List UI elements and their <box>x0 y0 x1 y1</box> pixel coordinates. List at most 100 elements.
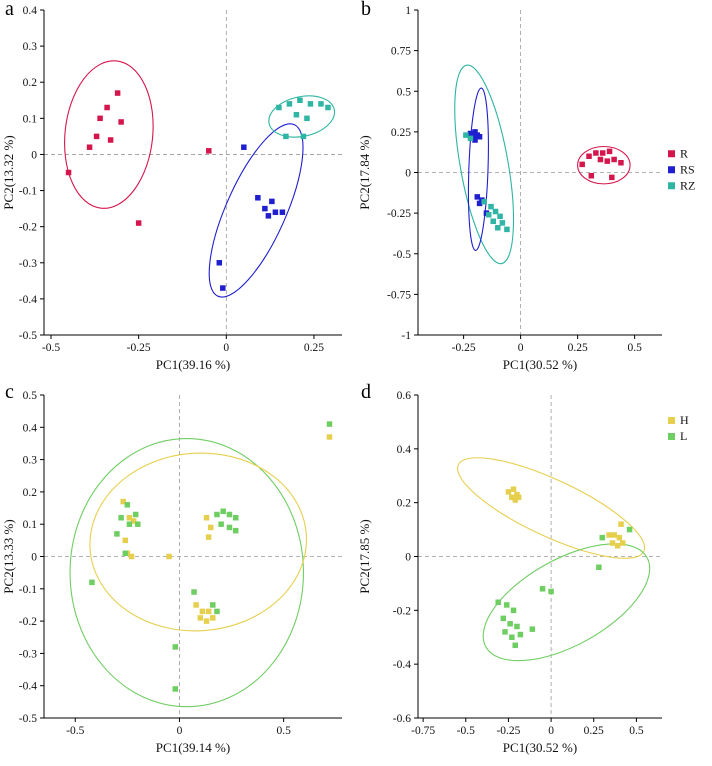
data-point-H <box>203 514 210 521</box>
data-point-H <box>515 494 522 501</box>
data-point-R <box>135 220 142 226</box>
data-point-R <box>107 137 114 143</box>
y-tick-label: 0.3 <box>23 455 38 467</box>
data-point-L <box>226 511 233 518</box>
data-point-L <box>232 514 239 521</box>
data-point-RZ <box>488 203 494 210</box>
x-tick-label: 0.25 <box>304 342 324 354</box>
data-point-R <box>593 150 599 156</box>
x-tick-label: 0.5 <box>629 725 644 737</box>
data-point-L <box>226 524 233 531</box>
data-point-H <box>203 618 210 624</box>
legend-swatch-H <box>668 417 675 424</box>
data-point-RZ <box>490 218 497 224</box>
y-tick-label: -0.4 <box>19 681 37 693</box>
data-point-RS <box>272 209 279 215</box>
x-axis-title: PC1(39.14 %) <box>156 740 230 755</box>
legend-swatch-R <box>668 150 675 158</box>
cluster-ellipse-RZ <box>454 64 515 265</box>
y-tick-label: -0.2 <box>393 605 411 617</box>
data-point-H <box>193 602 199 608</box>
x-axis-title: PC1(30.52 %) <box>503 740 577 755</box>
cluster-ellipse-H <box>456 457 646 559</box>
y-tick-label: 0.3 <box>23 41 38 53</box>
y-tick-label: -0.6 <box>393 713 411 725</box>
data-point-RZ <box>467 135 474 142</box>
x-tick-label: -0.5 <box>66 725 84 737</box>
data-point-L <box>500 615 507 622</box>
data-point-RZ <box>463 132 469 138</box>
data-point-L <box>210 602 216 608</box>
data-point-H <box>505 489 512 495</box>
data-point-RS <box>241 144 247 150</box>
panel-c-chart: -0.5 0 0.5 0.5 0.4 0.3 0.2 0.1 0 -0.1 -0.2 -0.3 -0.4… <box>1 390 342 755</box>
panel-d-chart: -0.75 -0.5 -0.25 0 0.25 0.5 0.6 0.4 0.2 0 -0.2 -0.4… <box>357 390 689 755</box>
x-tick-label: -0.25 <box>452 342 476 354</box>
data-point-RZ <box>304 115 310 122</box>
data-point-L <box>599 534 606 541</box>
panel-d: d -0.75 -0.5 -0.25 0 0.25 0.5 0.6 0.4 0.2 0 -0.2 -0… <box>356 381 712 766</box>
data-point-RS <box>262 205 268 212</box>
data-point-R <box>609 174 615 181</box>
y-tick-label: -0.1 <box>19 186 37 198</box>
data-point-R <box>604 158 611 164</box>
data-point-R <box>93 133 100 140</box>
data-point-H <box>606 532 612 538</box>
y-tick-label: 0 <box>405 168 411 180</box>
data-point-L <box>114 531 120 537</box>
data-point-H <box>512 497 519 503</box>
y-tick-label: 1 <box>405 5 411 17</box>
legend-swatch-RS <box>668 166 675 174</box>
y-tick-label: 0.2 <box>23 487 38 499</box>
data-point-H <box>326 434 333 440</box>
data-point-L <box>232 527 239 534</box>
data-point-L <box>89 579 95 586</box>
data-point-RS <box>220 285 226 291</box>
y-tick-label: 0 <box>31 552 37 564</box>
y-tick-label: 0.5 <box>23 390 38 402</box>
y-tick-label: 0.75 <box>391 46 411 58</box>
data-point-H <box>205 534 212 540</box>
x-tick-label: -0.75 <box>411 725 435 737</box>
data-point-H <box>126 514 133 521</box>
cluster-ellipse-H <box>89 452 308 632</box>
y-tick-label: -0.75 <box>387 289 411 301</box>
data-point-R <box>206 148 212 154</box>
panel-d-letter: d <box>361 381 371 403</box>
data-point-L <box>514 623 520 630</box>
y-axis-title: PC2(17.85 %) <box>357 519 372 593</box>
data-point-H <box>509 494 515 501</box>
data-point-RS <box>279 209 286 215</box>
data-point-RS <box>269 198 275 205</box>
data-point-RZ <box>325 104 331 111</box>
y-tick-label: 0.4 <box>23 422 38 434</box>
x-tick-label: 0.25 <box>584 725 604 737</box>
data-point-RS <box>265 213 272 219</box>
y-tick-label: 0.1 <box>23 113 38 125</box>
data-point-H <box>205 608 212 615</box>
x-tick-label: -0.5 <box>457 725 475 737</box>
data-point-L <box>214 511 220 518</box>
data-point-L <box>539 586 546 592</box>
panel-b: b -0.25 0 0.25 0.5 1 0.75 0.5 0.25 0 -0.25 -0.5 -0.… <box>356 0 712 383</box>
legend-label-L: L <box>680 429 687 443</box>
y-tick-label: 0.25 <box>391 127 411 139</box>
data-point-RZ <box>504 226 510 233</box>
y-tick-label: -0.2 <box>19 616 37 628</box>
legend-label-H: H <box>680 413 689 427</box>
data-point-H <box>616 534 623 541</box>
y-tick-label: -0.5 <box>19 330 37 342</box>
y-tick-label: 0 <box>405 552 411 564</box>
y-tick-label: 0.5 <box>397 86 412 98</box>
data-point-L <box>596 564 602 571</box>
data-point-R <box>118 119 124 125</box>
x-tick-label: -0.25 <box>127 342 151 354</box>
data-point-L <box>214 608 220 615</box>
data-point-R <box>104 104 110 111</box>
data-point-RZ <box>492 208 499 215</box>
panel-b-letter: b <box>361 0 371 20</box>
y-tick-label: 0.2 <box>397 498 412 510</box>
data-point-H <box>130 518 137 524</box>
x-tick-label: 0.5 <box>627 342 642 354</box>
